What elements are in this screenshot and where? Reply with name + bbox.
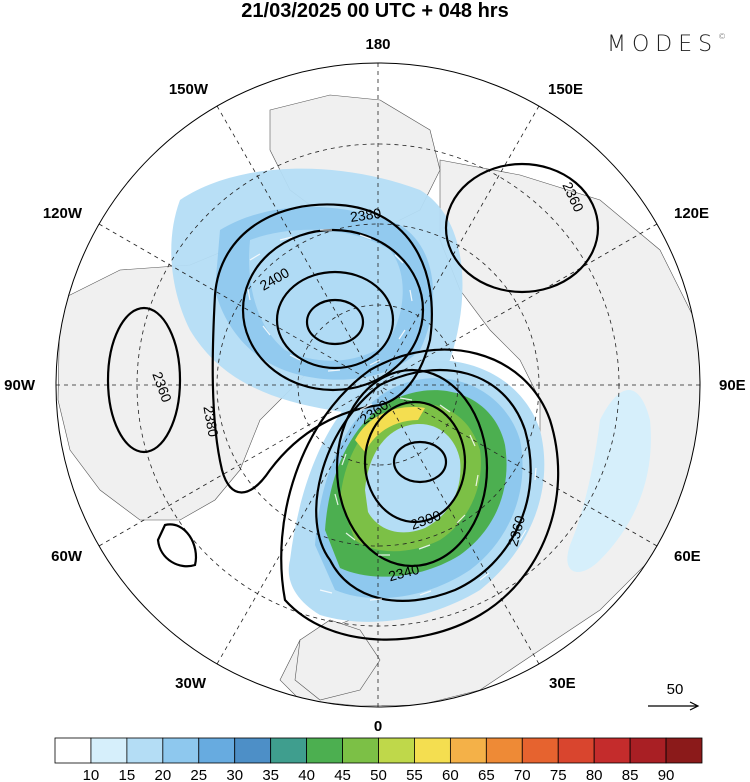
colorbar-swatch: [521, 737, 559, 764]
colorbar-tick-label: 60: [442, 767, 459, 782]
colorbar-swatch: [306, 737, 343, 764]
colorbar-tick-label: 90: [658, 767, 675, 782]
colorbar-tick-label: 75: [550, 767, 567, 782]
colorbar-swatch: [485, 737, 523, 764]
lon-label-150w: 150W: [169, 81, 209, 98]
brand-logo: MODES©: [607, 32, 727, 57]
lon-label-120w: 120W: [43, 205, 83, 222]
colorbar-swatch: [378, 737, 415, 764]
colorbar-tick-label: 55: [406, 767, 423, 782]
wind-reference-vector: 50: [648, 681, 700, 711]
colorbar-swatch: [557, 737, 595, 764]
colorbar-swatch: [665, 737, 703, 764]
colorbar-tick-label: 70: [514, 767, 531, 782]
lon-label-150e: 150E: [548, 81, 583, 98]
colorbar-tick-label: 40: [298, 767, 315, 782]
lon-label-60w: 60W: [51, 548, 83, 565]
colorbar-tick-label: 35: [262, 767, 279, 782]
contour-label: 2380: [200, 405, 221, 439]
map-title: 21/03/2025 00 UTC + 048 hrs: [241, 0, 509, 22]
colorbar-tick-label: 45: [334, 767, 351, 782]
contour-label: 2360: [505, 514, 529, 548]
lon-label-30w: 30W: [175, 675, 207, 692]
lon-label-120e: 120E: [674, 205, 709, 222]
wind-vectors: [247, 229, 537, 601]
colorbar-tick-label: 50: [370, 767, 387, 782]
colorbar-swatch: [54, 737, 92, 764]
colorbar-tick-label: 15: [119, 767, 136, 782]
colorbar-tick-label: 80: [586, 767, 603, 782]
colorbar-swatch: [234, 737, 272, 764]
height-contours: [106, 162, 600, 641]
wind-reference-label: 50: [667, 681, 684, 698]
colorbar-tick-label: 20: [154, 767, 171, 782]
colorbar-swatch: [414, 737, 451, 764]
colorbar-swatch: [449, 737, 487, 764]
colorbar-swatch: [270, 737, 308, 764]
map-border: [55, 62, 701, 708]
colorbar-swatch: [162, 737, 200, 764]
colorbar-tick-label: 85: [622, 767, 639, 782]
lon-label-60e: 60E: [674, 548, 701, 565]
contour-label: 2380: [349, 205, 382, 225]
lon-label-0: 0: [374, 718, 382, 735]
colorbar-tick-label: 30: [226, 767, 243, 782]
colorbar-swatch: [342, 737, 379, 764]
colorbar-swatch: [90, 737, 128, 764]
colorbar: 10 15 20 25 30 35 40 45 50 55 60 65 70 75 80 85 90: [54, 737, 703, 782]
longitude-labels: 180 0 90W 90E 150W 150E 120W 120E 60W 60…: [4, 36, 746, 735]
lon-label-30e: 30E: [549, 675, 576, 692]
colorbar-tick-label: 25: [190, 767, 207, 782]
colorbar-swatch: [126, 737, 164, 764]
colorbar-tick-label: 10: [83, 767, 100, 782]
lon-label-180: 180: [365, 36, 390, 53]
colorbar-swatch: [198, 737, 236, 764]
lon-label-90w: 90W: [4, 377, 36, 394]
colorbar-tick-label: 65: [478, 767, 495, 782]
contour-label: 2340: [387, 561, 421, 585]
lon-label-90e: 90E: [719, 377, 746, 394]
colorbar-swatch: [629, 737, 667, 764]
colorbar-swatch: [593, 737, 631, 764]
